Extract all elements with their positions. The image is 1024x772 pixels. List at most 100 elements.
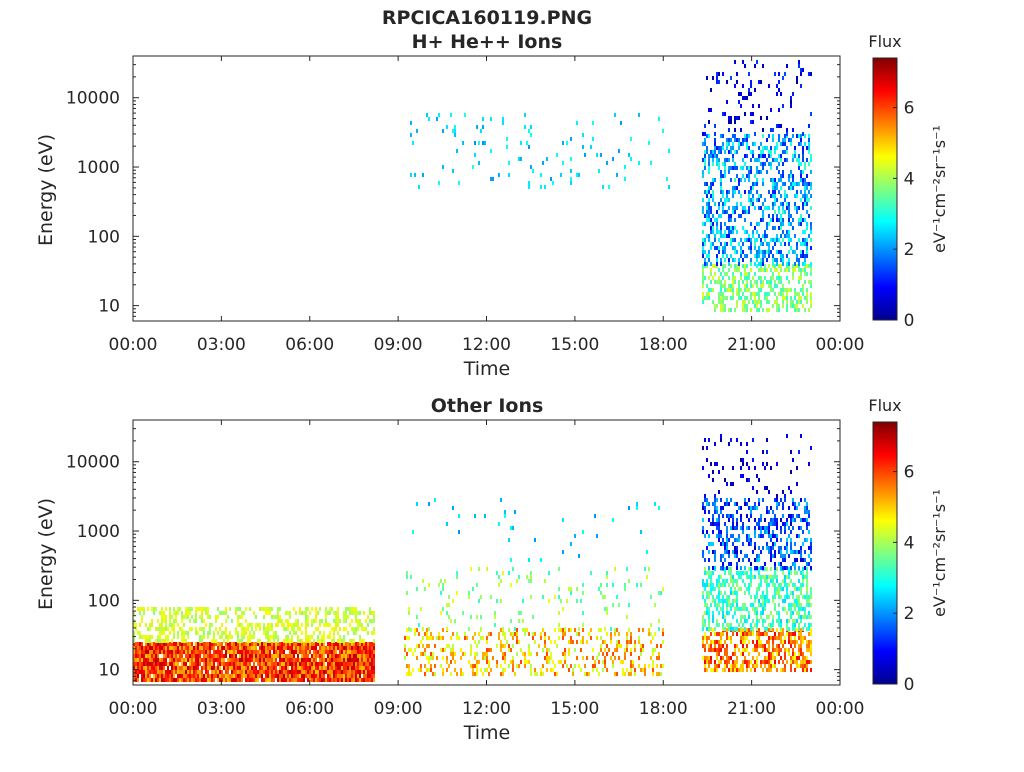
flux-cell — [361, 646, 363, 650]
flux-cell — [239, 670, 241, 674]
flux-cell — [295, 619, 297, 623]
flux-cell — [434, 664, 436, 668]
flux-cell — [770, 554, 772, 558]
flux-cell — [191, 658, 193, 662]
flux-cell — [806, 300, 808, 304]
flux-cell — [774, 242, 776, 246]
flux-cell — [139, 654, 141, 658]
flux-cell — [255, 615, 257, 619]
flux-cell — [730, 178, 732, 182]
flux-cell — [211, 623, 213, 627]
flux-cell — [756, 308, 758, 312]
flux-cell — [171, 662, 173, 666]
flux-cell — [510, 660, 512, 664]
flux-cell — [804, 510, 806, 514]
flux-cell — [141, 607, 143, 611]
flux-cell — [301, 631, 303, 635]
flux-cell — [199, 658, 201, 662]
flux-cell — [706, 218, 708, 222]
flux-cell — [351, 658, 353, 662]
flux-cell — [732, 166, 734, 170]
flux-cell — [341, 650, 343, 654]
flux-cell — [744, 276, 746, 280]
flux-cell — [167, 646, 169, 650]
flux-cell — [488, 672, 490, 676]
flux-cell — [808, 462, 810, 466]
flux-cell — [718, 603, 720, 607]
flux-cell — [249, 607, 251, 611]
flux-cell — [800, 296, 802, 300]
flux-cell — [502, 627, 504, 631]
flux-cell — [275, 670, 277, 674]
flux-cell — [810, 648, 812, 652]
flux-cell — [341, 654, 343, 658]
flux-cell — [796, 206, 798, 210]
flux-cell — [724, 615, 726, 619]
flux-cell — [796, 134, 798, 138]
flux-cell — [135, 654, 137, 658]
flux-cell — [630, 648, 632, 652]
flux-cell — [730, 226, 732, 230]
flux-cell — [794, 562, 796, 566]
flux-cell — [762, 623, 764, 627]
flux-cell — [746, 264, 748, 268]
flux-cell — [720, 190, 722, 194]
flux-cell — [492, 177, 494, 181]
flux-cell — [259, 654, 261, 658]
flux-cell — [734, 550, 736, 554]
flux-cell — [708, 571, 710, 575]
flux-cell — [798, 262, 800, 266]
flux-cell — [726, 664, 728, 668]
flux-cell — [181, 615, 183, 619]
flux-cell — [203, 607, 205, 611]
flux-cell — [786, 158, 788, 162]
flux-cell — [754, 226, 756, 230]
flux-cell — [143, 670, 145, 674]
flux-cell — [808, 648, 810, 652]
flux-cell — [708, 619, 710, 623]
flux-cell — [806, 288, 808, 292]
flux-cell — [532, 169, 534, 173]
flux-cell — [740, 214, 742, 218]
flux-cell — [736, 595, 738, 599]
flux-cell — [353, 670, 355, 674]
flux-cell — [756, 238, 758, 242]
flux-cell — [149, 646, 151, 650]
flux-cell — [227, 666, 229, 670]
flux-cell — [748, 632, 750, 636]
flux-cell — [151, 642, 153, 646]
flux-cell — [448, 644, 450, 648]
flux-cell — [229, 635, 231, 639]
flux-cell — [776, 648, 778, 652]
flux-cell — [193, 654, 195, 658]
flux-cell — [359, 654, 361, 658]
flux-cell — [774, 591, 776, 595]
flux-cell — [149, 639, 151, 643]
flux-cell — [323, 623, 325, 627]
flux-cell — [606, 575, 608, 579]
flux-cell — [638, 640, 640, 644]
flux-cell — [750, 579, 752, 583]
flux-cell — [768, 308, 770, 312]
flux-cell — [323, 658, 325, 662]
flux-cell — [241, 662, 243, 666]
flux-cell — [708, 170, 710, 174]
flux-cell — [171, 623, 173, 627]
flux-cell — [299, 607, 301, 611]
flux-cell — [808, 182, 810, 186]
flux-cell — [720, 498, 722, 502]
flux-cell — [570, 587, 572, 591]
flux-cell — [229, 642, 231, 646]
flux-cell — [780, 550, 782, 554]
flux-cell — [295, 650, 297, 654]
flux-cell — [792, 458, 794, 462]
flux-cell — [746, 478, 748, 482]
flux-cell — [173, 658, 175, 662]
flux-cell — [668, 185, 670, 189]
flux-cell — [742, 640, 744, 644]
flux-cell — [195, 678, 197, 682]
flux-cell — [732, 575, 734, 579]
flux-cell — [247, 674, 249, 678]
flux-cell — [371, 674, 373, 678]
flux-cell — [784, 72, 786, 76]
